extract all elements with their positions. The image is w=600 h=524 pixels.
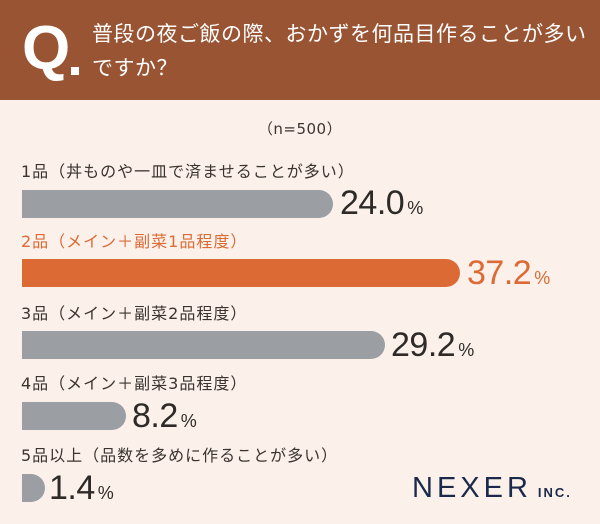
- category-label-5: 5品以上（品数を多めに作ることが多い）: [21, 446, 339, 465]
- value-number-3: 29.2: [391, 326, 456, 364]
- bar-3: [22, 331, 385, 359]
- value-number-2: 37.2: [467, 254, 532, 292]
- logo-sub-text: INC.: [537, 485, 572, 500]
- bar-5: [22, 474, 45, 502]
- bar-1: [22, 190, 333, 218]
- question-header: Q 普段の夜ご飯の際、おかずを何品目作ることが多いですか？: [0, 0, 600, 100]
- value-number-1: 24.0: [340, 184, 405, 222]
- q-dot-decoration: [71, 67, 79, 75]
- value-number-4: 8.2: [132, 397, 178, 435]
- value-label-1: 24.0%: [340, 186, 423, 220]
- sample-size: （n=500）: [257, 120, 343, 138]
- category-label-3: 3品（メイン＋副菜2品程度）: [21, 304, 248, 323]
- value-unit-2: %: [534, 268, 551, 288]
- value-unit-4: %: [180, 411, 197, 431]
- category-label-1: 1品（丼ものや一皿で済ませることが多い）: [21, 162, 355, 181]
- value-label-5: 1.4%: [49, 471, 114, 505]
- value-unit-5: %: [97, 483, 114, 503]
- q-mark: Q: [22, 14, 70, 83]
- value-number-5: 1.4: [49, 469, 95, 507]
- category-label-4: 4品（メイン＋副菜3品程度）: [21, 374, 248, 393]
- question-text: 普段の夜ご飯の際、おかずを何品目作ることが多いですか？: [92, 22, 587, 80]
- value-label-3: 29.2%: [391, 328, 474, 362]
- bar-2: [22, 259, 460, 287]
- category-label-2: 2品（メイン＋副菜1品程度）: [21, 232, 248, 251]
- bar-4: [22, 402, 126, 430]
- nexer-logo: NEXER INC.: [412, 472, 572, 505]
- logo-main-text: NEXER: [412, 472, 532, 504]
- value-unit-1: %: [407, 198, 424, 218]
- value-unit-3: %: [458, 340, 475, 360]
- value-label-4: 8.2%: [132, 399, 197, 433]
- value-label-2: 37.2%: [467, 256, 550, 290]
